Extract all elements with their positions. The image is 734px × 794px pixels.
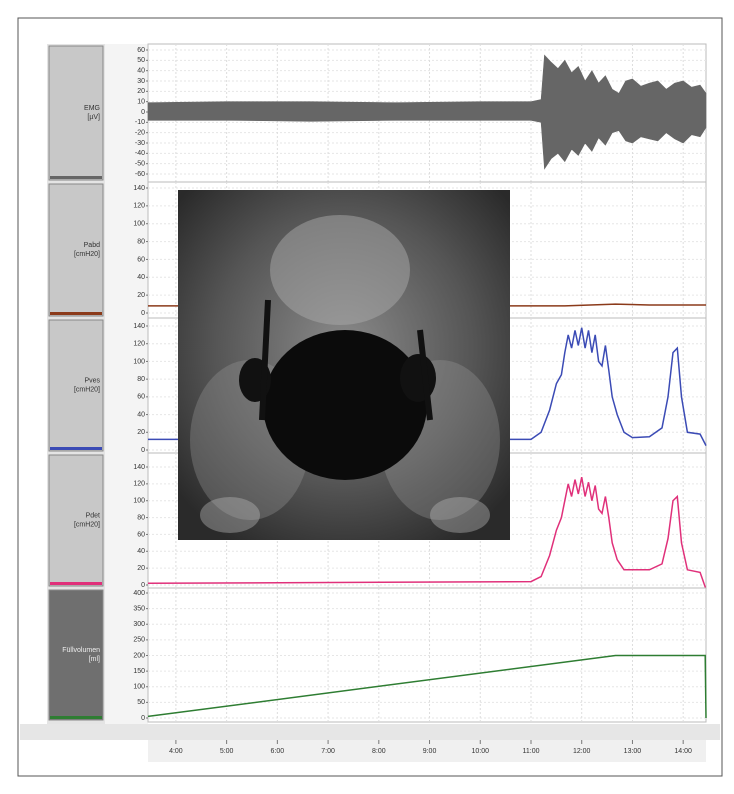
channel-label: Füllvolumen [62, 647, 100, 654]
y-tick-label: 100 [133, 221, 145, 228]
channel-color-strip [50, 176, 102, 179]
channel-label: [cmH20] [74, 521, 100, 528]
y-tick-label: 20 [137, 565, 145, 572]
y-tick-label: 40 [137, 548, 145, 555]
channel-color-strip [50, 312, 102, 315]
y-tick-label: -60 [135, 171, 145, 178]
y-tick-label: 80 [137, 514, 145, 521]
y-tick-label: 120 [133, 203, 145, 210]
y-tick-label: 140 [133, 323, 145, 330]
time-axis [148, 740, 706, 762]
y-tick-label: 40 [137, 411, 145, 418]
y-tick-label: -40 [135, 150, 145, 157]
y-tick-label: 60 [137, 394, 145, 401]
y-tick-label: 50 [137, 699, 145, 706]
y-tick-label: 40 [137, 274, 145, 281]
xray-image [178, 190, 510, 540]
channel-box [48, 589, 104, 721]
trace [148, 327, 707, 446]
y-tick-label: 10 [137, 99, 145, 106]
y-tick-label: 0 [141, 447, 145, 454]
y-tick-label: -30 [135, 140, 145, 147]
channel-label: EMG [84, 105, 100, 112]
y-tick-label: 400 [133, 590, 145, 597]
x-tick-label: 11:00 [522, 748, 539, 755]
y-tick-label: 20 [137, 292, 145, 299]
x-tick-label: 8:00 [372, 748, 386, 755]
y-tick-label: 80 [137, 238, 145, 245]
channel-label: [µV] [87, 114, 100, 121]
y-tick-label: 100 [133, 358, 145, 365]
y-tick-label: 300 [133, 621, 145, 628]
trace [147, 654, 707, 719]
channel-label: Pves [84, 377, 100, 384]
y-tick-label: 120 [133, 341, 145, 348]
y-tick-label: 100 [133, 684, 145, 691]
time-axis-labels: 4:00 5:00 6:00 7:00 8:00 9:00 10:00 11:00 12:00 1… [169, 740, 692, 755]
axis-column [105, 44, 148, 724]
y-tick-label: 350 [133, 605, 145, 612]
channel-color-strip [50, 716, 102, 719]
channel-label: [cmH20] [74, 386, 100, 393]
channel-label: Pdet [86, 512, 100, 519]
y-tick-label: -10 [135, 119, 145, 126]
channel-box [48, 183, 104, 317]
trace [147, 476, 707, 590]
y-tick-label: 20 [137, 88, 145, 95]
y-tick-label: 0 [141, 310, 145, 317]
y-tick-label: 100 [133, 498, 145, 505]
channel-label: [ml] [89, 656, 100, 663]
x-tick-label: 9:00 [423, 748, 437, 755]
channel-color-strip [50, 582, 102, 585]
y-tick-label: 60 [137, 531, 145, 538]
channel-box [48, 454, 104, 587]
channel-box [48, 45, 104, 181]
y-tick-label: 0 [141, 715, 145, 722]
x-tick-label: 12:00 [573, 748, 591, 755]
y-tick-label: 120 [133, 481, 145, 488]
channel-label: Pabd [84, 242, 100, 249]
y-tick-label: 40 [137, 68, 145, 75]
y-tick-label: 200 [133, 652, 145, 659]
channel-color-strip [50, 447, 102, 450]
y-tick-label: 20 [137, 429, 145, 436]
x-tick-label: 10:00 [471, 748, 489, 755]
y-tick-label: 60 [137, 256, 145, 263]
y-tick-label: 60 [137, 47, 145, 54]
x-tick-label: 5:00 [220, 748, 234, 755]
x-tick-label: 13:00 [624, 748, 642, 755]
y-tick-label: 140 [133, 185, 145, 192]
scroll-bar [20, 724, 720, 740]
y-tick-label: 250 [133, 637, 145, 644]
y-tick-label: -20 [135, 130, 145, 137]
y-tick-label: 150 [133, 668, 145, 675]
y-tick-label: 0 [141, 109, 145, 116]
x-tick-label: 7:00 [321, 748, 335, 755]
y-tick-label: -50 [135, 161, 145, 168]
x-tick-label: 6:00 [271, 748, 285, 755]
channel-box [48, 319, 104, 452]
y-tick-label: 50 [137, 57, 145, 64]
y-tick-label: 80 [137, 376, 145, 383]
x-tick-label: 4:00 [169, 748, 183, 755]
emg-band [147, 54, 707, 170]
channel-label: [cmH20] [74, 251, 100, 258]
y-tick-label: 140 [133, 464, 145, 471]
y-tick-label: 30 [137, 78, 145, 85]
x-tick-label: 14:00 [674, 748, 692, 755]
y-tick-label: 0 [141, 582, 145, 589]
